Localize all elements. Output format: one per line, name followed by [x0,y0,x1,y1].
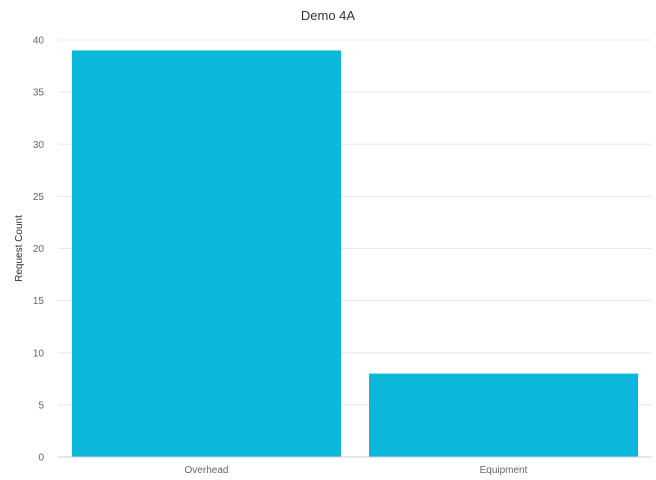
y-axis-label: Request Count [14,215,25,282]
y-tick-label: 35 [33,88,45,99]
x-tick-label: Overhead [185,465,229,476]
y-axis-ticks: 0 5 10 15 20 25 30 35 40 [33,36,45,464]
y-tick-label: 25 [33,192,45,203]
chart-title: Demo 4A [300,8,356,23]
y-tick-label: 10 [33,348,45,359]
x-tick-label: Equipment [480,465,528,476]
bars [72,50,638,458]
x-axis-ticks: Overhead Equipment [185,465,528,476]
y-tick-label: 5 [38,400,44,411]
grid-lines [58,39,652,406]
bar-equipment[interactable] [369,373,638,457]
y-tick-label: 15 [33,296,45,307]
y-tick-label: 20 [33,244,45,255]
y-tick-label: 0 [38,453,44,464]
y-tick-label: 30 [33,140,45,151]
y-tick-label: 40 [33,36,45,47]
bar-overhead[interactable] [72,50,341,458]
